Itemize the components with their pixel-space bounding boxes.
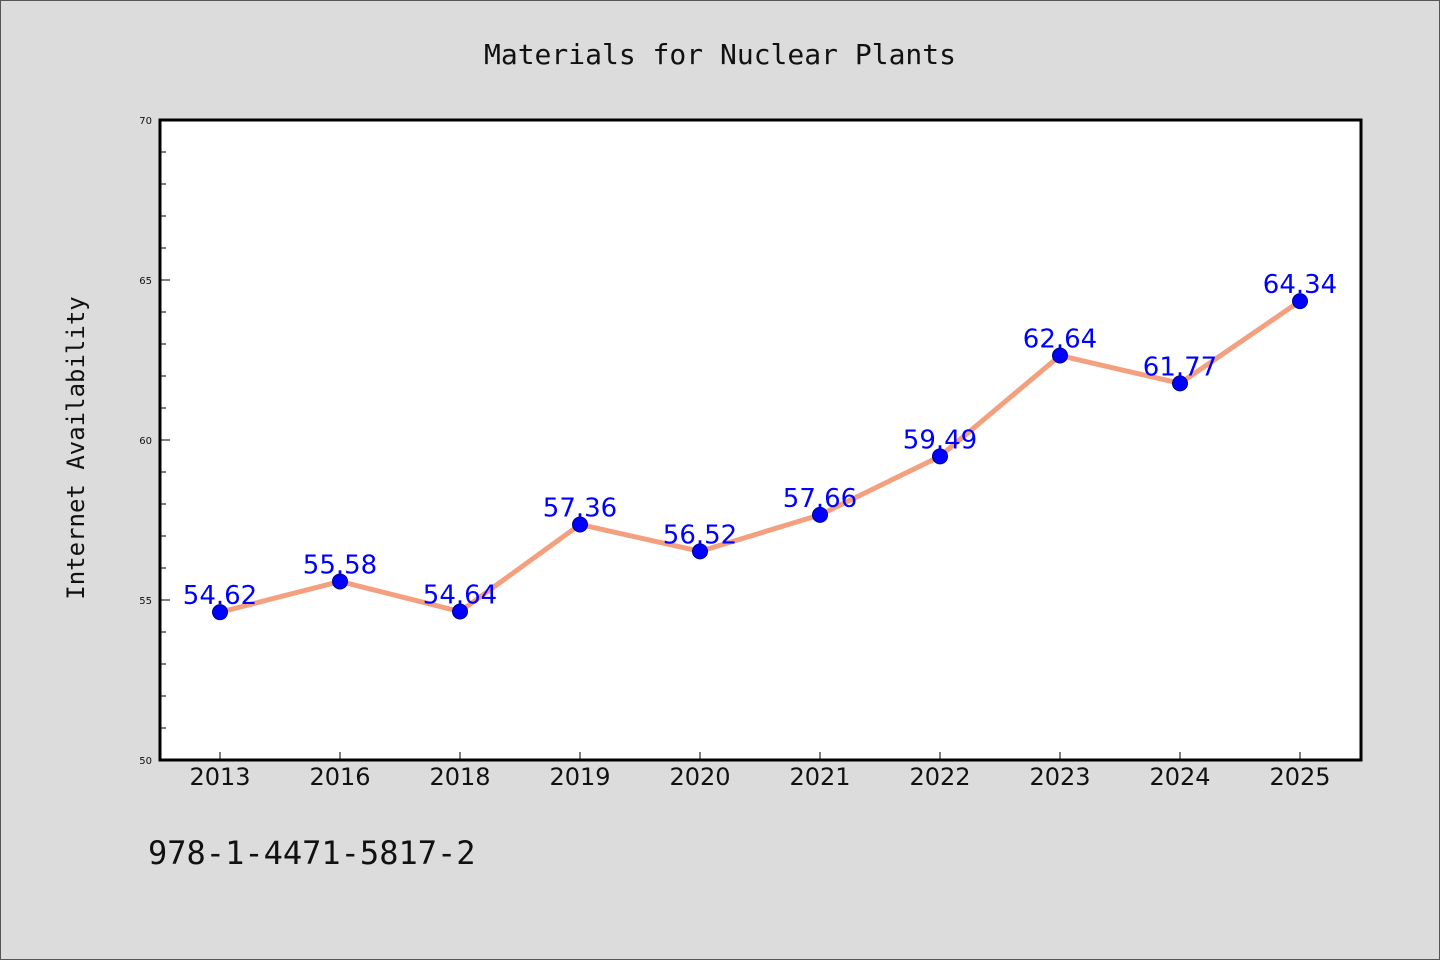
y-tick-label: 65 xyxy=(139,276,152,287)
data-point xyxy=(572,516,588,533)
data-point xyxy=(692,543,708,560)
data-point xyxy=(1052,347,1068,364)
data-point xyxy=(812,506,828,523)
x-axis: 2013 2016 2018 2019 2020 2021 2022 2023 2024 2025 xyxy=(189,752,1331,791)
series-line-group xyxy=(212,293,1308,621)
plot-area xyxy=(158,118,1363,762)
y-tick-label: 60 xyxy=(139,436,152,447)
footnote-isbn: 978-1-4471-5817-2 xyxy=(148,834,476,872)
x-tick-label: 2013 xyxy=(189,763,250,791)
data-label: 57.36 xyxy=(543,493,617,523)
y-tick-label: 50 xyxy=(139,756,152,767)
data-label: 57.66 xyxy=(783,484,857,514)
x-tick-label: 2024 xyxy=(1149,763,1210,791)
data-label: 54.64 xyxy=(423,581,497,611)
x-tick-label: 2018 xyxy=(429,763,490,791)
y-axis: 50 55 60 65 70 xyxy=(139,116,170,767)
y-tick-label: 70 xyxy=(139,116,152,127)
data-label: 55.58 xyxy=(303,550,377,580)
data-label: 62.64 xyxy=(1023,325,1097,355)
x-tick-label: 2020 xyxy=(669,763,730,791)
data-label-group: 54.62 55.58 54.64 57.36 56.52 57.66 59.49 62.64… xyxy=(183,270,1337,611)
x-tick-label: 2021 xyxy=(789,763,850,791)
x-tick-label: 2016 xyxy=(309,763,370,791)
data-label: 56.52 xyxy=(663,520,737,550)
series-line xyxy=(217,298,1303,615)
data-point xyxy=(452,603,468,620)
y-tick-label: 55 xyxy=(139,596,152,607)
data-label: 64.34 xyxy=(1263,270,1337,300)
x-tick-label: 2019 xyxy=(549,763,610,791)
data-point xyxy=(932,448,948,465)
x-tick-label: 2023 xyxy=(1029,763,1090,791)
data-point xyxy=(1172,375,1188,392)
x-tick-label: 2025 xyxy=(1269,763,1330,791)
y-axis-label: Internet Availability xyxy=(62,296,90,599)
data-point xyxy=(212,604,228,621)
data-point xyxy=(1292,293,1308,310)
data-label: 59.49 xyxy=(903,425,977,455)
chart-title: Materials for Nuclear Plants xyxy=(484,38,956,71)
data-label: 54.62 xyxy=(183,581,257,611)
data-label: 61.77 xyxy=(1143,352,1217,382)
data-point xyxy=(332,573,348,590)
x-tick-label: 2022 xyxy=(909,763,970,791)
